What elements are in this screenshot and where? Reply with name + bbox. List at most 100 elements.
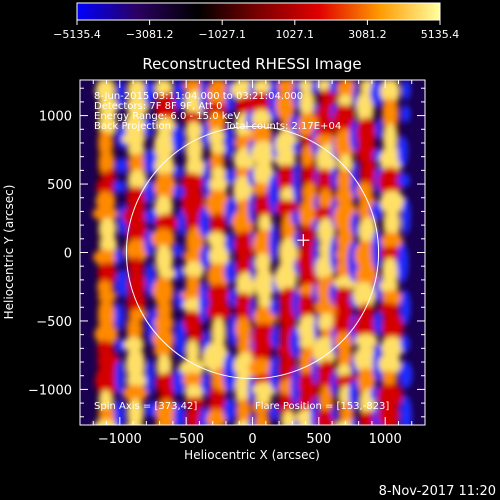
stripe-blob — [126, 96, 150, 117]
annotation-block: 8-Jun-2015 03:11:04.000 to 03:21:04.000 … — [94, 91, 389, 412]
stripe-blob — [317, 80, 333, 92]
stripe-blob — [154, 213, 180, 233]
stripe-blob — [185, 121, 202, 141]
stripe-blob — [358, 217, 377, 247]
stripe-blob — [129, 153, 147, 174]
stripe-blob — [99, 150, 114, 176]
stripe-blob — [155, 244, 173, 275]
stripe-blob — [337, 169, 352, 193]
stripe-blob — [96, 280, 113, 294]
stripe-blob — [237, 398, 250, 425]
stripe-blob — [280, 286, 296, 309]
stripe-blob — [183, 80, 203, 93]
stripe-blob — [186, 226, 205, 256]
trough-blob — [114, 302, 125, 330]
stripe-blob — [318, 188, 333, 212]
trough-blob — [224, 259, 237, 284]
trough-blob — [269, 224, 278, 262]
stripe-blob — [255, 252, 271, 274]
stripe-blob — [280, 303, 296, 328]
stripe-blob — [248, 91, 273, 114]
trough-blob — [144, 208, 158, 224]
stripe-blob — [258, 214, 272, 234]
trough-blob — [173, 185, 185, 199]
stripe-blob — [356, 117, 376, 149]
trough-blob — [177, 208, 186, 236]
stripe-blob — [319, 385, 332, 416]
stripe-blob — [99, 217, 117, 240]
stripe-blob — [253, 160, 274, 189]
chart-title: Reconstructed RHESSI Image — [142, 55, 361, 73]
annotation-spin-axis: Spin Axis = [373,42] — [94, 401, 197, 412]
stripe-blob — [128, 80, 146, 101]
stripe-blob — [357, 181, 372, 201]
trough-blob — [199, 282, 210, 324]
stripe-blob — [335, 187, 354, 206]
stripe-blob — [299, 80, 313, 92]
trough-blob — [172, 369, 185, 396]
stripe-blob — [154, 154, 175, 178]
stripe-blob — [207, 80, 230, 109]
stripe-blob — [185, 396, 206, 408]
stripe-blob — [301, 224, 314, 252]
stripe-blob — [250, 124, 273, 145]
trough-blob — [198, 206, 212, 239]
stripe-blob — [337, 226, 354, 254]
stripe-blob — [381, 336, 405, 358]
stripe-blob — [154, 195, 172, 219]
stripe-blob — [232, 175, 253, 205]
stripe-blob — [98, 407, 117, 423]
trough-blob — [401, 80, 411, 100]
trough-blob — [145, 359, 155, 396]
trough-blob — [351, 417, 358, 425]
colorbar-tick-label: 1027.1 — [276, 28, 315, 41]
stripe-blob — [253, 182, 270, 196]
stripe-blob — [157, 354, 171, 378]
stripe-blob — [382, 257, 398, 285]
stripe-blob — [189, 329, 203, 343]
stripe-blob — [317, 168, 332, 183]
stripe-blob — [202, 342, 229, 374]
stripe-blob — [255, 393, 271, 406]
stripe-blob — [236, 272, 256, 298]
stripe-blob — [255, 411, 268, 425]
trough-blob — [397, 173, 411, 188]
stripe-blob — [377, 383, 404, 408]
annotation-energy: Energy Range: 6.0 - 15.0 keV — [94, 111, 240, 122]
colorbar — [76, 2, 441, 21]
colorbar-tick-label: 3081.2 — [348, 28, 387, 41]
stripe-blob — [236, 254, 251, 277]
stripe-blob — [180, 289, 206, 300]
stripe-blob — [382, 290, 404, 306]
annotation-detectors: Detectors: 7F 8F 9F, Att 0 — [94, 101, 222, 112]
stripe-blob — [313, 134, 337, 146]
stripe-blob — [208, 243, 231, 268]
stripe-blob — [316, 179, 332, 191]
stripe-blob — [127, 420, 141, 425]
trough-blob — [113, 180, 126, 193]
stripe-blob — [353, 281, 376, 309]
stripe-blob — [184, 384, 204, 400]
stripe-blob — [384, 209, 401, 238]
stripe-blob — [378, 302, 398, 315]
trough-blob — [175, 319, 186, 358]
trough-blob — [144, 179, 155, 204]
stripe-blob — [380, 232, 404, 251]
stripe-blob — [156, 299, 172, 320]
stripe-blob — [95, 181, 115, 194]
stripe-blob — [100, 235, 118, 254]
stripe-blob — [211, 166, 226, 179]
stripe-blob — [317, 359, 335, 392]
stripe-blob — [98, 299, 115, 331]
stripe-blob — [126, 222, 149, 244]
trough-blob — [228, 314, 238, 347]
stripe-blob — [210, 142, 226, 156]
trough-blob — [291, 210, 302, 226]
stripe-blob — [316, 409, 336, 425]
stripe-blob — [253, 374, 274, 385]
trough-blob — [400, 335, 410, 353]
trough-blob — [172, 124, 185, 155]
stripe-blob — [379, 279, 398, 293]
stripe-blob — [275, 129, 299, 160]
stripe-blob — [340, 402, 354, 425]
